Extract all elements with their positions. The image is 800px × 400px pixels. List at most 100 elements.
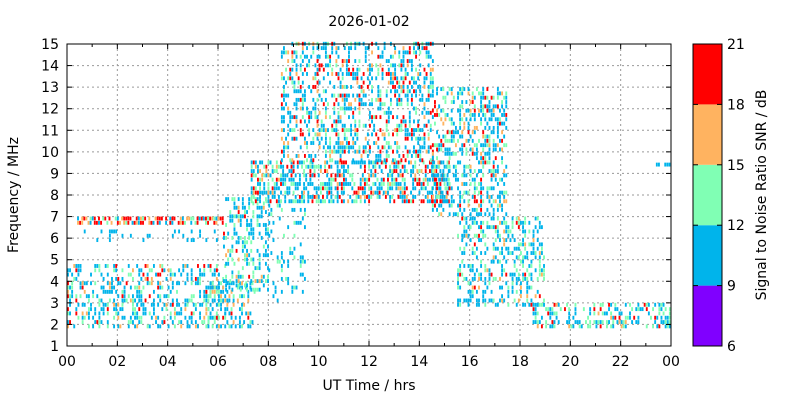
snr-point	[461, 259, 464, 264]
snr-point	[427, 119, 430, 124]
snr-point	[286, 173, 289, 178]
snr-point	[496, 182, 499, 186]
snr-point	[333, 102, 336, 107]
snr-point	[136, 285, 139, 290]
snr-point	[205, 307, 208, 312]
snr-point	[459, 246, 462, 251]
snr-point	[379, 154, 382, 158]
snr-point	[111, 289, 113, 294]
snr-point	[492, 173, 495, 178]
snr-point	[475, 147, 478, 152]
snr-point	[250, 287, 253, 292]
snr-point	[319, 190, 322, 195]
snr-point	[501, 156, 504, 161]
snr-point	[197, 324, 199, 329]
snr-point	[331, 149, 334, 154]
snr-point	[431, 173, 434, 178]
snr-point	[486, 186, 489, 191]
snr-point	[261, 190, 264, 195]
snr-point	[81, 320, 84, 324]
snr-point	[473, 207, 476, 212]
snr-point	[161, 285, 164, 290]
snr-point	[444, 134, 447, 139]
snr-point	[345, 93, 348, 98]
snr-point	[490, 259, 493, 264]
snr-point	[283, 115, 285, 120]
snr-point	[492, 225, 495, 230]
snr-point	[271, 164, 274, 169]
snr-point	[434, 164, 436, 169]
snr-point	[480, 276, 483, 281]
snr-point	[119, 281, 122, 286]
snr-point	[309, 173, 312, 178]
snr-point	[359, 160, 362, 165]
snr-point	[629, 315, 631, 320]
snr-point	[389, 102, 392, 107]
snr-point	[664, 315, 667, 320]
snr-point	[343, 106, 346, 111]
snr-point	[450, 138, 453, 143]
snr-point	[155, 315, 157, 320]
snr-point	[263, 190, 266, 195]
snr-point	[522, 272, 524, 277]
snr-point	[265, 164, 268, 169]
snr-point	[413, 149, 415, 154]
snr-point	[364, 46, 367, 51]
snr-point	[283, 93, 285, 98]
snr-point	[391, 186, 394, 191]
snr-point	[250, 186, 253, 191]
snr-point	[333, 145, 336, 150]
snr-point	[320, 63, 323, 68]
snr-point	[186, 320, 189, 324]
snr-point	[140, 320, 143, 324]
snr-point	[633, 315, 636, 320]
snr-point	[102, 307, 105, 312]
snr-point	[75, 311, 78, 316]
snr-point	[429, 84, 432, 89]
snr-point	[297, 154, 300, 158]
snr-point	[203, 294, 206, 299]
snr-point	[387, 186, 389, 191]
snr-point	[478, 138, 480, 143]
snr-point	[626, 315, 629, 320]
snr-point	[98, 298, 101, 303]
snr-point	[132, 276, 134, 281]
snr-point	[113, 264, 116, 268]
snr-point	[96, 264, 99, 268]
snr-point	[250, 197, 253, 202]
snr-point	[229, 279, 232, 284]
snr-point	[260, 279, 263, 284]
snr-point	[383, 158, 386, 163]
snr-point	[452, 199, 455, 204]
snr-point	[599, 302, 602, 307]
snr-point	[520, 294, 522, 299]
snr-point	[496, 125, 499, 130]
snr-point	[199, 268, 202, 273]
snr-point	[380, 169, 383, 173]
snr-point	[67, 272, 69, 277]
snr-point	[230, 311, 233, 316]
snr-point	[505, 104, 508, 109]
snr-point	[157, 285, 160, 290]
snr-point	[248, 197, 251, 202]
snr-point	[507, 285, 510, 290]
snr-point	[327, 145, 329, 150]
snr-point	[259, 199, 261, 204]
snr-point	[457, 233, 459, 238]
snr-point	[410, 128, 413, 133]
snr-point	[452, 95, 455, 100]
snr-point	[446, 173, 449, 178]
snr-point	[207, 294, 210, 299]
snr-point	[377, 158, 380, 163]
snr-point	[553, 302, 556, 307]
snr-point	[223, 231, 225, 236]
snr-point	[213, 285, 216, 290]
snr-point	[467, 203, 470, 208]
snr-point	[102, 311, 105, 316]
y-tick-label: 4	[50, 274, 59, 290]
snr-point	[526, 298, 529, 303]
snr-point	[524, 272, 527, 277]
snr-point	[408, 119, 411, 124]
snr-point	[79, 281, 82, 286]
snr-point	[486, 87, 489, 92]
